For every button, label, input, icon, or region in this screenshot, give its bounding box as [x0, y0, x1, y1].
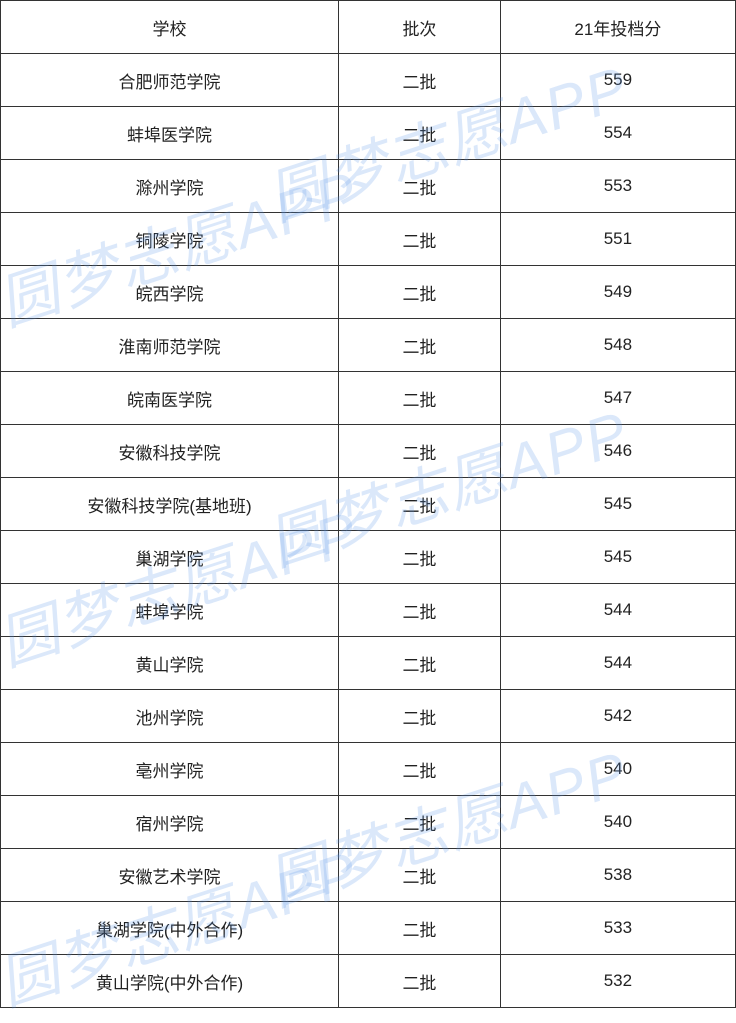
- cell-score: 544: [500, 637, 735, 690]
- cell-score: 553: [500, 160, 735, 213]
- cell-score: 540: [500, 796, 735, 849]
- cell-score: 559: [500, 54, 735, 107]
- table-row: 滁州学院二批553: [1, 160, 736, 213]
- cell-school: 淮南师范学院: [1, 319, 339, 372]
- cell-batch: 二批: [339, 425, 501, 478]
- cell-school: 皖南医学院: [1, 372, 339, 425]
- cell-batch: 二批: [339, 849, 501, 902]
- cell-score: 548: [500, 319, 735, 372]
- col-header-score: 21年投档分: [500, 1, 735, 54]
- cell-score: 540: [500, 743, 735, 796]
- cell-school: 安徽科技学院: [1, 425, 339, 478]
- table-row: 皖西学院二批549: [1, 266, 736, 319]
- table-row: 宿州学院二批540: [1, 796, 736, 849]
- table-row: 蚌埠学院二批544: [1, 584, 736, 637]
- table-row: 亳州学院二批540: [1, 743, 736, 796]
- cell-batch: 二批: [339, 107, 501, 160]
- cell-school: 黄山学院(中外合作): [1, 955, 339, 1008]
- cell-school: 巢湖学院(中外合作): [1, 902, 339, 955]
- table-header-row: 学校 批次 21年投档分: [1, 1, 736, 54]
- cell-score: 542: [500, 690, 735, 743]
- table-row: 黄山学院(中外合作)二批532: [1, 955, 736, 1008]
- cell-score: 532: [500, 955, 735, 1008]
- cell-score: 549: [500, 266, 735, 319]
- cell-score: 551: [500, 213, 735, 266]
- table-row: 铜陵学院二批551: [1, 213, 736, 266]
- cell-school: 安徽科技学院(基地班): [1, 478, 339, 531]
- cell-batch: 二批: [339, 955, 501, 1008]
- cell-batch: 二批: [339, 266, 501, 319]
- cell-school: 蚌埠医学院: [1, 107, 339, 160]
- cell-school: 蚌埠学院: [1, 584, 339, 637]
- cell-school: 巢湖学院: [1, 531, 339, 584]
- cell-school: 黄山学院: [1, 637, 339, 690]
- table-body: 合肥师范学院二批559 蚌埠医学院二批554 滁州学院二批553 铜陵学院二批5…: [1, 54, 736, 1008]
- col-header-batch: 批次: [339, 1, 501, 54]
- table-row: 安徽科技学院二批546: [1, 425, 736, 478]
- cell-batch: 二批: [339, 54, 501, 107]
- cell-school: 皖西学院: [1, 266, 339, 319]
- table-row: 皖南医学院二批547: [1, 372, 736, 425]
- score-table: 学校 批次 21年投档分 合肥师范学院二批559 蚌埠医学院二批554 滁州学院…: [0, 0, 736, 1008]
- cell-batch: 二批: [339, 531, 501, 584]
- cell-score: 545: [500, 478, 735, 531]
- cell-school: 亳州学院: [1, 743, 339, 796]
- table-row: 蚌埠医学院二批554: [1, 107, 736, 160]
- cell-score: 554: [500, 107, 735, 160]
- cell-score: 546: [500, 425, 735, 478]
- cell-score: 544: [500, 584, 735, 637]
- col-header-school: 学校: [1, 1, 339, 54]
- cell-school: 宿州学院: [1, 796, 339, 849]
- cell-school: 铜陵学院: [1, 213, 339, 266]
- cell-batch: 二批: [339, 213, 501, 266]
- cell-score: 533: [500, 902, 735, 955]
- table-container: 圆梦志愿APP 圆梦志愿APP 圆梦志愿APP 圆梦志愿APP 圆梦志愿APP …: [0, 0, 736, 1008]
- cell-batch: 二批: [339, 160, 501, 213]
- table-row: 池州学院二批542: [1, 690, 736, 743]
- cell-batch: 二批: [339, 637, 501, 690]
- cell-batch: 二批: [339, 743, 501, 796]
- table-row: 巢湖学院二批545: [1, 531, 736, 584]
- cell-batch: 二批: [339, 584, 501, 637]
- table-row: 安徽科技学院(基地班)二批545: [1, 478, 736, 531]
- table-row: 巢湖学院(中外合作)二批533: [1, 902, 736, 955]
- cell-batch: 二批: [339, 690, 501, 743]
- table-row: 安徽艺术学院二批538: [1, 849, 736, 902]
- cell-school: 安徽艺术学院: [1, 849, 339, 902]
- cell-batch: 二批: [339, 478, 501, 531]
- cell-score: 538: [500, 849, 735, 902]
- cell-batch: 二批: [339, 319, 501, 372]
- cell-batch: 二批: [339, 902, 501, 955]
- cell-batch: 二批: [339, 372, 501, 425]
- cell-school: 池州学院: [1, 690, 339, 743]
- table-row: 黄山学院二批544: [1, 637, 736, 690]
- table-row: 合肥师范学院二批559: [1, 54, 736, 107]
- cell-school: 滁州学院: [1, 160, 339, 213]
- table-row: 淮南师范学院二批548: [1, 319, 736, 372]
- cell-school: 合肥师范学院: [1, 54, 339, 107]
- cell-score: 545: [500, 531, 735, 584]
- cell-batch: 二批: [339, 796, 501, 849]
- cell-score: 547: [500, 372, 735, 425]
